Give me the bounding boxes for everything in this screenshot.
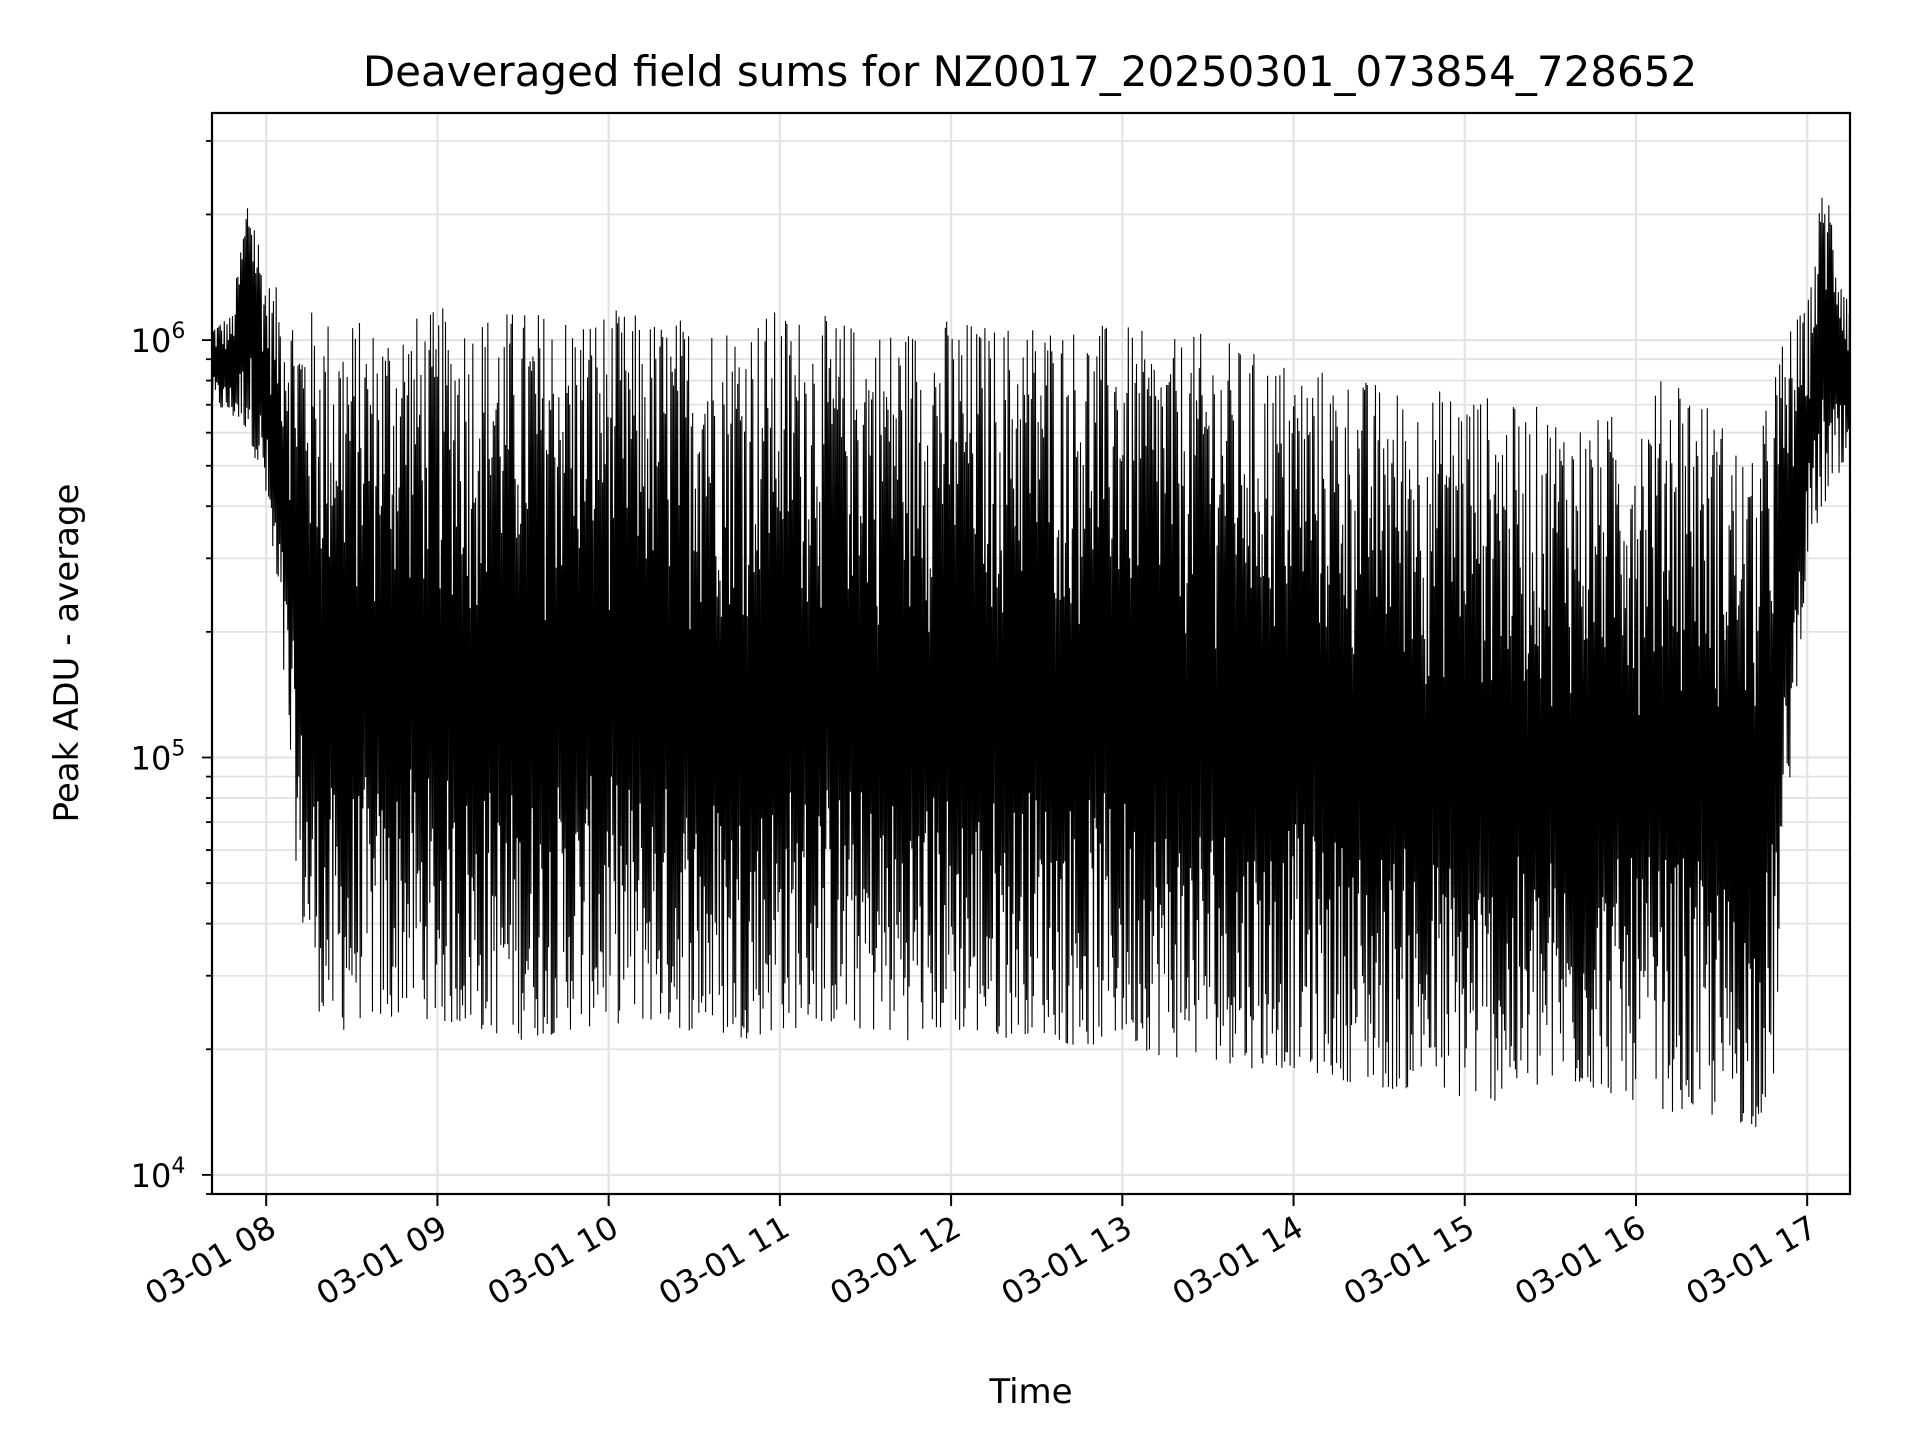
x-tick-label: 03-01 09 [310,1208,454,1313]
x-tick-label: 03-01 11 [652,1208,796,1313]
chart-title: Deaveraged field sums for NZ0017_2025030… [363,47,1697,96]
x-axis-label: Time [988,1372,1072,1412]
y-axis-ticks: 104 105 106 [131,140,212,1195]
plot-frame [210,111,1852,1196]
x-tick-label: 03-01 17 [1680,1208,1824,1313]
x-tick-label: 03-01 16 [1508,1208,1652,1313]
plot-area [211,197,1851,1127]
series-line [211,197,1851,1127]
x-tick-label: 03-01 13 [995,1208,1139,1313]
y-tick-label: 106 [131,319,186,360]
x-tick-label: 03-01 08 [139,1208,283,1313]
x-tick-label: 03-01 12 [823,1208,967,1313]
y-tick-label: 105 [131,736,186,777]
y-tick-label: 104 [131,1154,186,1195]
x-tick-label: 03-01 10 [481,1208,625,1313]
x-axis-ticks: 03-01 08 03-01 09 03-01 10 03-01 11 03-01 12… [139,1194,1824,1313]
y-axis-label: Peak ADU - average [47,484,87,823]
x-tick-label: 03-01 15 [1337,1208,1481,1313]
x-tick-label: 03-01 14 [1166,1208,1310,1313]
